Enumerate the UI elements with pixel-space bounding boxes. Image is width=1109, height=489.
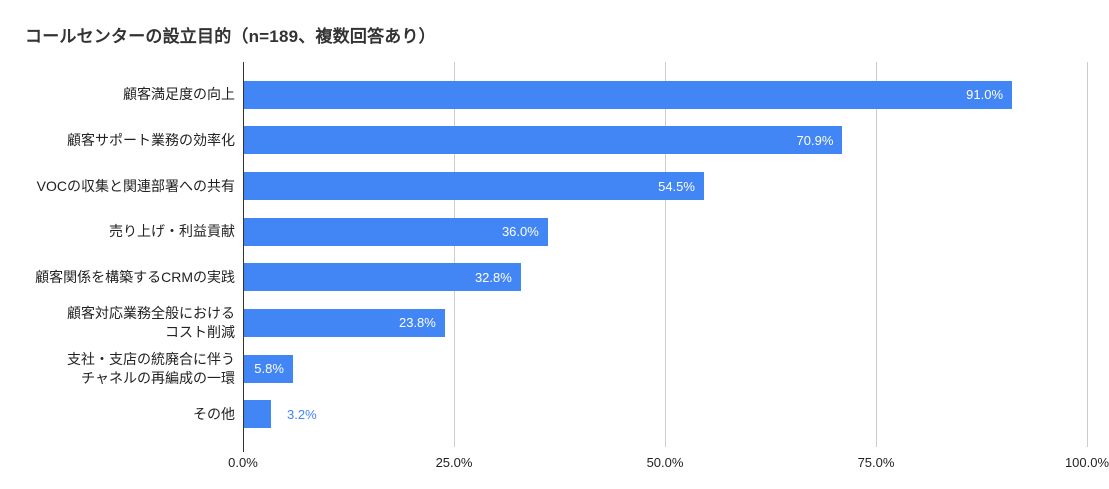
bar-value-label: 70.9% (796, 132, 834, 148)
category-label: 売り上げ・利益貢献 (109, 223, 235, 240)
bar-track: 70.9% (243, 126, 1087, 155)
bar-value-label: 91.0% (966, 87, 1004, 103)
bar[interactable]: 70.9% (244, 126, 843, 155)
bar-row: 支社・支店の統廃合に伴う チャネルの再編成の一環 5.8% (0, 346, 1087, 392)
gridlines (243, 62, 1088, 447)
bar[interactable]: 54.5% (244, 172, 704, 201)
bar-value-label: 23.8% (398, 315, 436, 331)
category-label: 顧客サポート業務の効率化 (67, 131, 235, 148)
bar-value-label: 5.8% (254, 361, 284, 377)
bar-row: 顧客満足度の向上 91.0% (0, 72, 1087, 118)
x-axis: 0.0% 25.0% 50.0% 75.0% 100.0% (228, 455, 1109, 473)
bar[interactable]: 91.0% (244, 80, 1013, 109)
bar[interactable]: 36.0% (244, 217, 548, 246)
bar-rows: 顧客満足度の向上 91.0% 顧客サポート業務の効率化 70.9% VOCの収集と関連部… (0, 62, 1087, 447)
bar-value-label: 32.8% (474, 269, 512, 285)
bar-row: 顧客関係を構築するCRMの実践 32.8% (0, 255, 1087, 301)
bar-track: 36.0% (243, 217, 1087, 246)
bar[interactable]: 5.8% (244, 354, 293, 383)
bar[interactable]: 32.8% (244, 263, 521, 292)
bar-track: 91.0% (243, 80, 1087, 109)
bar-track: 5.8% (243, 354, 1087, 383)
bar-row: VOCの収集と関連部署への共有 54.5% (0, 163, 1087, 209)
bar-track: 23.8% (243, 308, 1087, 337)
bar-value-label: 36.0% (501, 224, 539, 240)
bar-row: 顧客サポート業務の効率化 70.9% (0, 118, 1087, 164)
category-label: 顧客関係を構築するCRMの実践 (35, 268, 235, 285)
bar-track: 32.8% (243, 263, 1087, 292)
category-label: 顧客対応業務全般における コスト削減 (67, 304, 235, 340)
category-label: その他 (193, 405, 235, 422)
category-label: 支社・支店の統廃合に伴う チャネルの再編成の一環 (67, 350, 235, 386)
category-label: 顧客満足度の向上 (123, 86, 235, 103)
gridline (876, 62, 877, 447)
bar-row: その他 3.2% (0, 391, 1087, 437)
gridline (1087, 62, 1088, 447)
x-axis-tick-label: 50.0% (646, 455, 684, 470)
chart-title: コールセンターの設立目的（n=189、複数回答あり） (25, 27, 436, 46)
bar[interactable]: 23.8% (244, 308, 445, 337)
plot-area: 顧客満足度の向上 91.0% 顧客サポート業務の効率化 70.9% VOCの収集と関連部… (0, 62, 1088, 452)
bar-track: 54.5% (243, 172, 1087, 201)
gridline (454, 62, 455, 447)
bar-value-label: 3.2% (287, 406, 317, 422)
y-axis-line (243, 62, 244, 452)
bar-track: 3.2% (243, 400, 1087, 429)
x-axis-tick-label: 75.0% (857, 455, 895, 470)
bar[interactable] (244, 400, 271, 429)
category-label: VOCの収集と関連部署への共有 (36, 177, 235, 194)
x-axis-tick-label: 100.0% (1064, 455, 1109, 470)
bar-row: 売り上げ・利益貢献 36.0% (0, 209, 1087, 255)
gridline (665, 62, 666, 447)
bar-row: 顧客対応業務全般における コスト削減 23.8% (0, 300, 1087, 346)
x-axis-tick-label: 25.0% (435, 455, 473, 470)
bar-value-label: 54.5% (658, 178, 695, 194)
x-axis-tick-label: 0.0% (228, 455, 258, 470)
